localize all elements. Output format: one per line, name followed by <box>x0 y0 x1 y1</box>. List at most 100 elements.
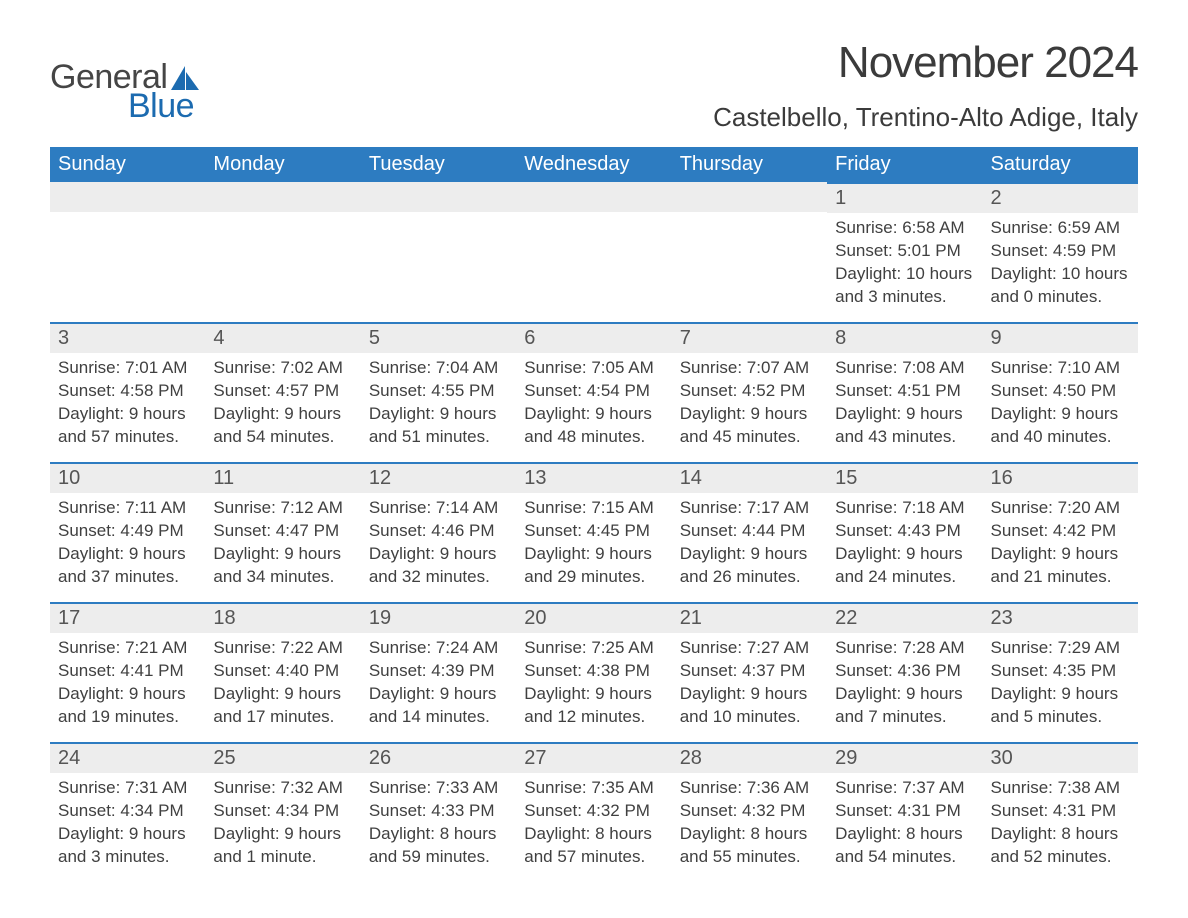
calendar-day-cell: 2Sunrise: 6:59 AMSunset: 4:59 PMDaylight… <box>983 182 1138 322</box>
day-sr: Sunrise: 7:02 AM <box>213 357 352 380</box>
column-header: Friday <box>827 147 982 182</box>
day-info: Sunrise: 7:24 AMSunset: 4:39 PMDaylight:… <box>361 633 516 729</box>
day-number: 15 <box>827 462 982 493</box>
day-info: Sunrise: 7:32 AMSunset: 4:34 PMDaylight:… <box>205 773 360 869</box>
calendar-day-cell: 8Sunrise: 7:08 AMSunset: 4:51 PMDaylight… <box>827 322 982 462</box>
logo-text-blue: Blue <box>128 87 194 126</box>
day-info: Sunrise: 7:38 AMSunset: 4:31 PMDaylight:… <box>983 773 1138 869</box>
empty-day-bar <box>50 182 205 212</box>
calendar-day-cell: 14Sunrise: 7:17 AMSunset: 4:44 PMDayligh… <box>672 462 827 602</box>
day-sr: Sunrise: 7:37 AM <box>835 777 974 800</box>
calendar-day-cell: 3Sunrise: 7:01 AMSunset: 4:58 PMDaylight… <box>50 322 205 462</box>
day-ss: Sunset: 4:52 PM <box>680 380 819 403</box>
day-dl: Daylight: 9 hours and 43 minutes. <box>835 403 974 449</box>
calendar-day-cell: 26Sunrise: 7:33 AMSunset: 4:33 PMDayligh… <box>361 742 516 882</box>
calendar-empty-cell <box>50 182 205 322</box>
day-info: Sunrise: 7:07 AMSunset: 4:52 PMDaylight:… <box>672 353 827 449</box>
calendar-week-row: 24Sunrise: 7:31 AMSunset: 4:34 PMDayligh… <box>50 742 1138 882</box>
day-info: Sunrise: 7:04 AMSunset: 4:55 PMDaylight:… <box>361 353 516 449</box>
day-ss: Sunset: 4:39 PM <box>369 660 508 683</box>
calendar-week-row: 1Sunrise: 6:58 AMSunset: 5:01 PMDaylight… <box>50 182 1138 322</box>
day-ss: Sunset: 4:51 PM <box>835 380 974 403</box>
day-sr: Sunrise: 7:25 AM <box>524 637 663 660</box>
calendar-day-cell: 30Sunrise: 7:38 AMSunset: 4:31 PMDayligh… <box>983 742 1138 882</box>
day-info: Sunrise: 7:11 AMSunset: 4:49 PMDaylight:… <box>50 493 205 589</box>
calendar-day-cell: 12Sunrise: 7:14 AMSunset: 4:46 PMDayligh… <box>361 462 516 602</box>
calendar-day-cell: 13Sunrise: 7:15 AMSunset: 4:45 PMDayligh… <box>516 462 671 602</box>
calendar-day-cell: 10Sunrise: 7:11 AMSunset: 4:49 PMDayligh… <box>50 462 205 602</box>
day-info: Sunrise: 6:58 AMSunset: 5:01 PMDaylight:… <box>827 213 982 309</box>
day-info: Sunrise: 7:22 AMSunset: 4:40 PMDaylight:… <box>205 633 360 729</box>
empty-day-bar <box>361 182 516 212</box>
day-number: 28 <box>672 742 827 773</box>
day-dl: Daylight: 10 hours and 0 minutes. <box>991 263 1130 309</box>
day-sr: Sunrise: 7:04 AM <box>369 357 508 380</box>
calendar-week-row: 3Sunrise: 7:01 AMSunset: 4:58 PMDaylight… <box>50 322 1138 462</box>
day-number: 24 <box>50 742 205 773</box>
day-dl: Daylight: 9 hours and 37 minutes. <box>58 543 197 589</box>
day-dl: Daylight: 9 hours and 57 minutes. <box>58 403 197 449</box>
day-ss: Sunset: 4:54 PM <box>524 380 663 403</box>
day-ss: Sunset: 4:31 PM <box>835 800 974 823</box>
column-header: Tuesday <box>361 147 516 182</box>
day-info: Sunrise: 7:14 AMSunset: 4:46 PMDaylight:… <box>361 493 516 589</box>
day-sr: Sunrise: 7:18 AM <box>835 497 974 520</box>
day-dl: Daylight: 9 hours and 26 minutes. <box>680 543 819 589</box>
day-ss: Sunset: 4:59 PM <box>991 240 1130 263</box>
calendar-empty-cell <box>672 182 827 322</box>
day-dl: Daylight: 9 hours and 5 minutes. <box>991 683 1130 729</box>
day-info: Sunrise: 7:05 AMSunset: 4:54 PMDaylight:… <box>516 353 671 449</box>
day-sr: Sunrise: 7:10 AM <box>991 357 1130 380</box>
calendar-week-row: 10Sunrise: 7:11 AMSunset: 4:49 PMDayligh… <box>50 462 1138 602</box>
calendar-day-cell: 18Sunrise: 7:22 AMSunset: 4:40 PMDayligh… <box>205 602 360 742</box>
day-sr: Sunrise: 7:36 AM <box>680 777 819 800</box>
day-number: 8 <box>827 322 982 353</box>
day-ss: Sunset: 4:38 PM <box>524 660 663 683</box>
day-sr: Sunrise: 7:29 AM <box>991 637 1130 660</box>
day-sr: Sunrise: 7:33 AM <box>369 777 508 800</box>
day-info: Sunrise: 7:33 AMSunset: 4:33 PMDaylight:… <box>361 773 516 869</box>
day-ss: Sunset: 4:46 PM <box>369 520 508 543</box>
day-sr: Sunrise: 7:35 AM <box>524 777 663 800</box>
day-number: 5 <box>361 322 516 353</box>
page-title: November 2024 <box>713 38 1138 88</box>
day-number: 14 <box>672 462 827 493</box>
day-dl: Daylight: 9 hours and 3 minutes. <box>58 823 197 869</box>
day-info: Sunrise: 7:12 AMSunset: 4:47 PMDaylight:… <box>205 493 360 589</box>
day-info: Sunrise: 7:15 AMSunset: 4:45 PMDaylight:… <box>516 493 671 589</box>
day-sr: Sunrise: 7:27 AM <box>680 637 819 660</box>
day-ss: Sunset: 4:50 PM <box>991 380 1130 403</box>
day-dl: Daylight: 9 hours and 45 minutes. <box>680 403 819 449</box>
calendar-header-row: SundayMondayTuesdayWednesdayThursdayFrid… <box>50 147 1138 182</box>
column-header: Saturday <box>983 147 1138 182</box>
calendar-day-cell: 6Sunrise: 7:05 AMSunset: 4:54 PMDaylight… <box>516 322 671 462</box>
day-number: 21 <box>672 602 827 633</box>
calendar-day-cell: 17Sunrise: 7:21 AMSunset: 4:41 PMDayligh… <box>50 602 205 742</box>
day-info: Sunrise: 7:36 AMSunset: 4:32 PMDaylight:… <box>672 773 827 869</box>
calendar-week-row: 17Sunrise: 7:21 AMSunset: 4:41 PMDayligh… <box>50 602 1138 742</box>
day-dl: Daylight: 9 hours and 48 minutes. <box>524 403 663 449</box>
day-number: 26 <box>361 742 516 773</box>
day-info: Sunrise: 7:27 AMSunset: 4:37 PMDaylight:… <box>672 633 827 729</box>
day-ss: Sunset: 4:34 PM <box>58 800 197 823</box>
day-ss: Sunset: 4:34 PM <box>213 800 352 823</box>
day-info: Sunrise: 7:20 AMSunset: 4:42 PMDaylight:… <box>983 493 1138 589</box>
day-dl: Daylight: 9 hours and 21 minutes. <box>991 543 1130 589</box>
calendar-day-cell: 28Sunrise: 7:36 AMSunset: 4:32 PMDayligh… <box>672 742 827 882</box>
empty-day-bar <box>516 182 671 212</box>
day-number: 12 <box>361 462 516 493</box>
day-number: 23 <box>983 602 1138 633</box>
day-number: 1 <box>827 182 982 213</box>
calendar-day-cell: 4Sunrise: 7:02 AMSunset: 4:57 PMDaylight… <box>205 322 360 462</box>
day-info: Sunrise: 7:10 AMSunset: 4:50 PMDaylight:… <box>983 353 1138 449</box>
day-number: 30 <box>983 742 1138 773</box>
calendar-day-cell: 15Sunrise: 7:18 AMSunset: 4:43 PMDayligh… <box>827 462 982 602</box>
day-ss: Sunset: 4:42 PM <box>991 520 1130 543</box>
day-number: 3 <box>50 322 205 353</box>
column-header: Sunday <box>50 147 205 182</box>
day-ss: Sunset: 4:55 PM <box>369 380 508 403</box>
calendar-day-cell: 21Sunrise: 7:27 AMSunset: 4:37 PMDayligh… <box>672 602 827 742</box>
day-number: 2 <box>983 182 1138 213</box>
calendar-day-cell: 1Sunrise: 6:58 AMSunset: 5:01 PMDaylight… <box>827 182 982 322</box>
day-sr: Sunrise: 7:38 AM <box>991 777 1130 800</box>
